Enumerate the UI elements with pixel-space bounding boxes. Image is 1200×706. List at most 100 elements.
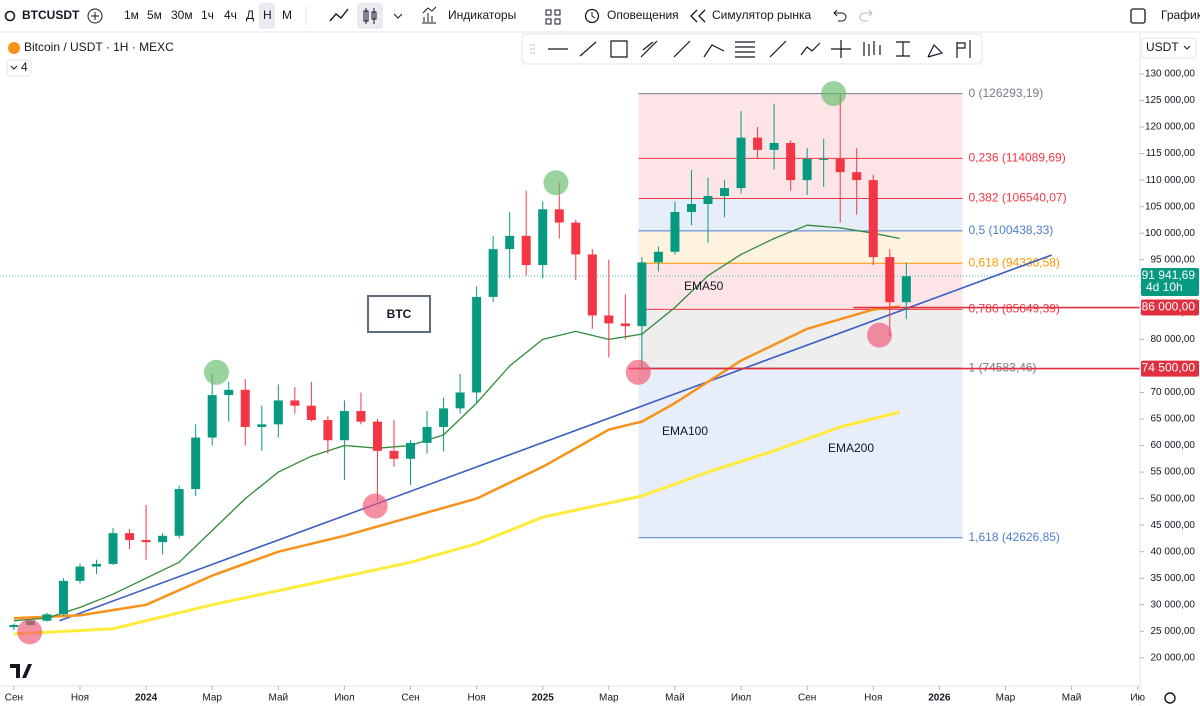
y-tick-label: 65 000,00 xyxy=(1151,414,1196,425)
marker xyxy=(821,81,847,107)
price-line-label-bg xyxy=(1141,299,1199,316)
y-tick-label: 130 000,00 xyxy=(1145,69,1195,80)
x-tick-label: Сен xyxy=(5,693,23,704)
interval[interactable]: Н xyxy=(263,8,272,22)
settings-icon[interactable] xyxy=(1164,692,1176,704)
candle-body xyxy=(802,158,812,181)
layout-name[interactable]: График xyxy=(1161,8,1200,22)
line-chart-icon[interactable] xyxy=(329,8,349,22)
last-price-label: 91 941,69 xyxy=(1142,268,1196,282)
candle-body xyxy=(686,204,696,212)
interval[interactable]: Д xyxy=(246,8,254,22)
interval[interactable]: 1ч xyxy=(201,8,214,22)
candle-body xyxy=(736,137,746,189)
interval[interactable]: 30м xyxy=(171,8,193,22)
candle-body xyxy=(108,533,118,564)
candle-body xyxy=(174,489,184,536)
fib-label: 0,5 (100438,33) xyxy=(969,223,1054,237)
interval[interactable]: 4ч xyxy=(224,8,237,22)
fib-band xyxy=(638,230,963,264)
x-tick-label: 2024 xyxy=(135,693,158,704)
symbol[interactable]: BTCUSDT xyxy=(22,8,80,22)
drawing-tools[interactable] xyxy=(548,40,971,58)
checkbox[interactable] xyxy=(1130,8,1146,24)
candle-body xyxy=(885,257,895,303)
add-symbol[interactable] xyxy=(87,8,103,24)
chevron xyxy=(1183,45,1191,50)
y-tick-label: 45 000,00 xyxy=(1151,520,1196,531)
ema-label: EMA100 xyxy=(662,424,708,438)
ema-line xyxy=(13,305,900,620)
candle-body xyxy=(653,251,663,263)
undo[interactable] xyxy=(833,9,847,22)
indicators-icon[interactable] xyxy=(422,6,437,24)
alert-icon-hand xyxy=(591,12,596,19)
candle-body xyxy=(720,188,730,197)
replay-button[interactable]: Симулятор рынка xyxy=(712,8,811,22)
toolbar-bg xyxy=(0,0,1200,32)
candle-body xyxy=(257,424,267,427)
candle-body xyxy=(505,235,515,250)
candle-body xyxy=(439,408,449,427)
candle-body xyxy=(422,426,432,443)
currency-box[interactable] xyxy=(1141,37,1197,59)
replay-icon[interactable] xyxy=(690,9,706,23)
y-tick-label: 125 000,00 xyxy=(1145,95,1195,106)
candle-body xyxy=(141,540,151,543)
x-tick-label: Май xyxy=(1062,693,1082,704)
candle-body xyxy=(42,614,52,621)
candle-body xyxy=(125,533,135,541)
marker xyxy=(867,322,893,348)
candle-body xyxy=(207,395,217,438)
legend: Bitcoin / USDT · 1H · MEXC 4 USDT xyxy=(6,37,1197,77)
y-tick-label: 35 000,00 xyxy=(1151,573,1196,584)
alert-icon[interactable] xyxy=(584,8,600,24)
marker xyxy=(203,359,229,385)
price-line-label: 74 500,00 xyxy=(1142,361,1196,375)
marker xyxy=(362,493,388,519)
x-tick-label: Сен xyxy=(798,693,816,704)
candle-body xyxy=(604,315,614,324)
y-tick-label: 60 000,00 xyxy=(1151,440,1196,451)
drag-handle[interactable] xyxy=(530,44,535,54)
candle-body xyxy=(323,420,333,441)
y-tick-label: 30 000,00 xyxy=(1151,599,1196,610)
axes: 20 000,00 25 000,00 30 000,00 35 000,00 40 0… xyxy=(5,69,1199,704)
interval[interactable]: 1м xyxy=(124,8,139,22)
x-tick-label: Ноя xyxy=(864,693,882,704)
candle-body xyxy=(521,235,531,266)
y-tick-label: 40 000,00 xyxy=(1151,546,1196,557)
candle-icon[interactable] xyxy=(363,8,377,24)
indicators-button[interactable]: Индикаторы xyxy=(448,8,516,22)
y-tick-label: 100 000,00 xyxy=(1145,228,1195,239)
candle-body xyxy=(620,323,630,327)
indicator-count-box[interactable] xyxy=(6,59,32,77)
candle-body xyxy=(901,276,911,303)
fib-label: 0,618 (94336,58) xyxy=(969,255,1060,269)
layouts-icon[interactable] xyxy=(545,9,561,25)
alerts-button[interactable]: Оповещения xyxy=(607,8,679,22)
indicator-count[interactable]: 4 xyxy=(21,60,28,74)
candle-body xyxy=(670,211,680,252)
x-tick-label: Июл xyxy=(731,693,751,704)
fib-band xyxy=(638,93,963,159)
candle-body xyxy=(158,535,168,543)
x-tick-label: Май xyxy=(269,693,289,704)
countdown-label: 4d 10h xyxy=(1146,280,1183,294)
redo[interactable] xyxy=(859,9,873,22)
x-tick-label: Май xyxy=(665,693,685,704)
candle-body xyxy=(472,296,482,393)
search-icon[interactable] xyxy=(4,10,16,22)
candle-body xyxy=(273,400,283,425)
interval[interactable]: М xyxy=(282,8,292,22)
candle-body xyxy=(488,249,498,297)
currency[interactable]: USDT xyxy=(1146,40,1179,54)
legend-title: Bitcoin / USDT · 1H · MEXC xyxy=(24,40,174,54)
interval[interactable]: 5м xyxy=(147,8,162,22)
chevron[interactable] xyxy=(393,13,403,19)
annotation-box xyxy=(367,295,431,333)
fib-label: 0,236 (114089,69) xyxy=(969,151,1066,165)
candle-body xyxy=(786,142,796,181)
fib-band xyxy=(638,198,963,231)
candle-body xyxy=(571,222,581,255)
